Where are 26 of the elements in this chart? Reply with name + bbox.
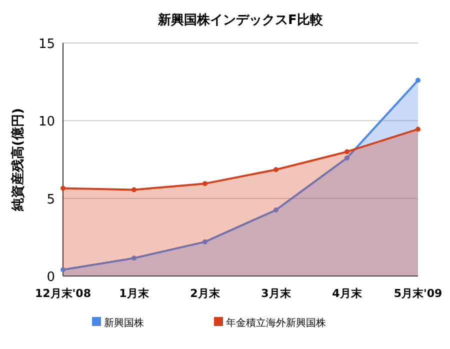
x-tick-label: 1月末 — [119, 287, 150, 300]
point — [132, 187, 136, 192]
point — [344, 149, 350, 154]
x-tick-label: 3月末 — [261, 287, 292, 300]
y-tick-label: 10 — [38, 114, 55, 130]
x-tick-label: 12月末'08 — [35, 287, 91, 300]
point — [416, 78, 420, 83]
point — [274, 167, 278, 172]
y-tick-label: 5 — [46, 192, 55, 208]
x-tick-label: 5月末'09 — [394, 287, 442, 300]
y-axis-title: 純資産残高(億円) — [10, 108, 26, 212]
point — [416, 126, 420, 132]
point — [202, 239, 208, 244]
point — [344, 155, 350, 160]
y-tick-label: 0 — [46, 270, 55, 285]
point — [132, 256, 136, 261]
point — [202, 181, 208, 186]
point — [60, 186, 66, 191]
point — [60, 267, 66, 272]
point — [274, 207, 278, 212]
chart-title: 新興国株インデックスF比較 — [157, 12, 324, 28]
legend-label: 年金積立海外新興国株 — [226, 317, 326, 329]
x-tick-label: 2月末 — [190, 287, 221, 300]
legend-label: 新興国株 — [104, 317, 144, 329]
y-tick-label: 15 — [38, 37, 55, 52]
x-tick-label: 4月末 — [332, 287, 363, 300]
